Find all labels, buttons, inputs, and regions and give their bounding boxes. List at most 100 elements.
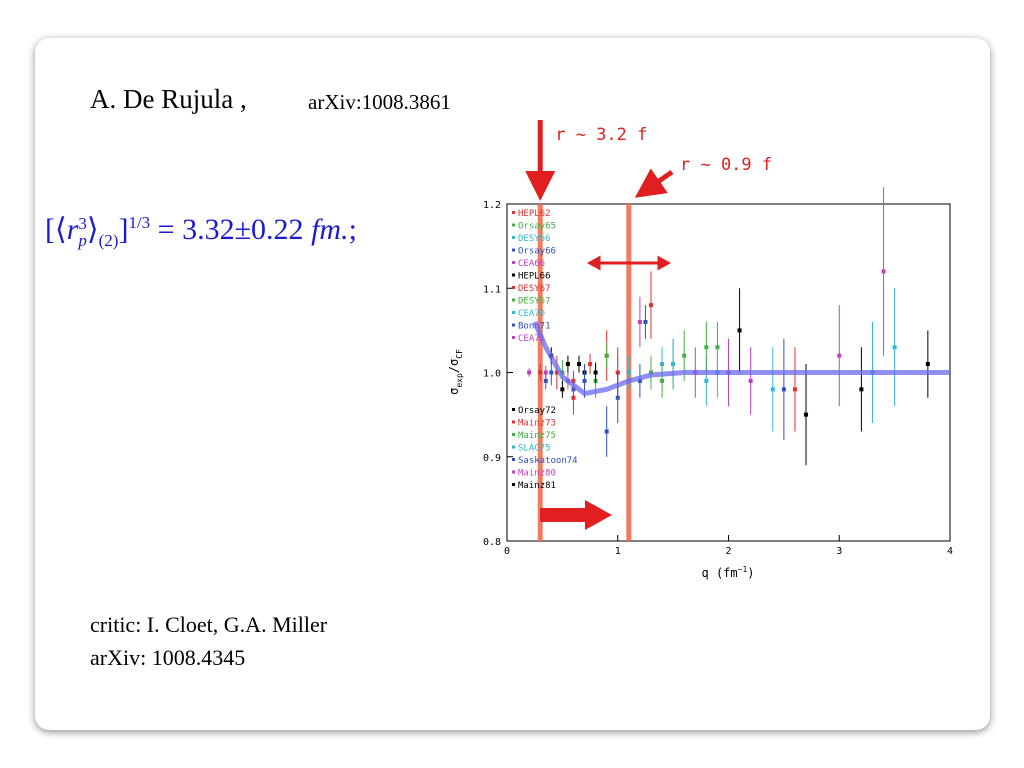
y-axis-label-part: /σ bbox=[447, 359, 461, 373]
formula-subscript: p bbox=[78, 231, 87, 251]
legend-label: Orsay66 bbox=[518, 247, 556, 257]
data-point bbox=[560, 387, 565, 392]
annotation: r ~ 3.2 f bbox=[555, 125, 647, 145]
x-axis-label-part: ) bbox=[747, 566, 754, 580]
legend-label: DESY66 bbox=[518, 234, 551, 244]
x-axis-label-part: −1 bbox=[738, 565, 748, 574]
data-point bbox=[554, 370, 559, 375]
data-point bbox=[682, 353, 687, 358]
data-point bbox=[837, 353, 842, 358]
data-point bbox=[527, 370, 532, 375]
data-point bbox=[781, 387, 786, 392]
formula: [⟨r3 p⟩(2)]1/3 = 3.32±0.22 fm.; bbox=[45, 213, 357, 251]
legend-label: Mainz75 bbox=[518, 431, 556, 441]
legend-label: Orsay65 bbox=[518, 222, 556, 232]
legend-marker bbox=[512, 336, 515, 339]
legend-marker bbox=[512, 323, 515, 327]
data-point bbox=[859, 387, 864, 392]
data-point bbox=[588, 362, 593, 367]
data-point bbox=[576, 362, 581, 367]
data-point bbox=[925, 362, 930, 367]
data-point bbox=[571, 395, 576, 400]
legend-label: Mainz73 bbox=[518, 419, 556, 429]
critic-line: critic: I. Cloet, G.A. Miller bbox=[90, 612, 328, 637]
legend-marker bbox=[512, 248, 515, 252]
double-arrow bbox=[586, 255, 672, 271]
x-tick-label: 2 bbox=[725, 546, 731, 557]
data-point bbox=[615, 395, 620, 400]
y-axis-label-part: CF bbox=[455, 349, 464, 359]
x-tick-label: 0 bbox=[504, 546, 510, 557]
data-point bbox=[648, 370, 653, 375]
data-point bbox=[748, 378, 753, 383]
data-point bbox=[637, 319, 642, 324]
legend-label: DESY67 bbox=[518, 284, 551, 294]
data-point bbox=[543, 378, 548, 383]
y-axis-label-part: exp bbox=[455, 373, 464, 388]
data-point bbox=[671, 362, 676, 367]
data-point bbox=[648, 303, 653, 308]
data-point bbox=[637, 378, 642, 383]
legend-marker bbox=[512, 273, 515, 277]
legend-marker bbox=[512, 445, 515, 449]
data-point bbox=[643, 319, 648, 324]
legend-label: Mainz81 bbox=[518, 481, 556, 491]
y-axis-label-part: σ bbox=[447, 388, 461, 395]
data-point bbox=[770, 387, 775, 392]
y-tick-label: 1.1 bbox=[483, 284, 501, 295]
data-point bbox=[704, 345, 709, 350]
data-point bbox=[604, 429, 609, 434]
legend-label: Mainz80 bbox=[518, 469, 556, 479]
legend-marker bbox=[512, 470, 515, 474]
data-point bbox=[792, 387, 797, 392]
data-point bbox=[737, 328, 742, 333]
data-point bbox=[704, 378, 709, 383]
y-tick-label: 0.8 bbox=[483, 537, 501, 548]
legend-label: SLAC75 bbox=[518, 444, 551, 454]
formula-exponent: 1/3 bbox=[128, 213, 151, 232]
legend-marker bbox=[512, 420, 515, 424]
legend-marker bbox=[512, 458, 515, 461]
data-point bbox=[593, 370, 598, 375]
data-point bbox=[543, 370, 548, 375]
y-tick-label: 1.2 bbox=[483, 200, 501, 211]
legend-label: CEA71 bbox=[518, 334, 545, 344]
reference: arXiv:1008.3861 bbox=[308, 90, 451, 114]
data-point bbox=[565, 362, 570, 367]
data-point bbox=[604, 353, 609, 358]
legend-label: Saskatoon74 bbox=[518, 456, 578, 466]
data-point bbox=[538, 370, 543, 375]
formula-end: ; bbox=[348, 213, 357, 246]
legend-label: DESY67 bbox=[518, 297, 551, 307]
legend-label: HEPL66 bbox=[518, 272, 551, 282]
data-point bbox=[582, 378, 587, 383]
formula-order: (2) bbox=[98, 231, 119, 250]
legend-marker bbox=[512, 311, 515, 314]
data-point bbox=[804, 412, 809, 417]
slide-card bbox=[35, 38, 990, 730]
critic-reference: arXiv: 1008.4345 bbox=[90, 645, 246, 670]
data-point bbox=[626, 370, 631, 375]
legend-marker bbox=[512, 483, 515, 486]
annotation: r ~ 0.9 f bbox=[680, 155, 772, 175]
legend-marker bbox=[512, 261, 515, 264]
y-axis-label: σexp/σCF bbox=[447, 349, 464, 395]
legend-label: Orsay72 bbox=[518, 406, 556, 416]
model-curve bbox=[532, 320, 950, 397]
legend-marker bbox=[512, 236, 515, 239]
formula-unit: fm. bbox=[311, 213, 349, 246]
data-point bbox=[881, 269, 886, 274]
legend-marker bbox=[512, 433, 515, 436]
x-tick-label: 4 bbox=[947, 546, 953, 557]
legend-marker bbox=[512, 286, 515, 289]
legend-label: CEA70 bbox=[518, 309, 545, 319]
legend-marker bbox=[512, 223, 515, 227]
formula-value: = 3.32±0.22 bbox=[157, 213, 304, 246]
formula-symbol: r bbox=[66, 213, 79, 246]
y-tick-label: 0.9 bbox=[483, 453, 501, 464]
legend-label: HEPL62 bbox=[518, 209, 551, 219]
legend-marker bbox=[512, 298, 515, 302]
formula-power: 3 bbox=[78, 214, 87, 234]
